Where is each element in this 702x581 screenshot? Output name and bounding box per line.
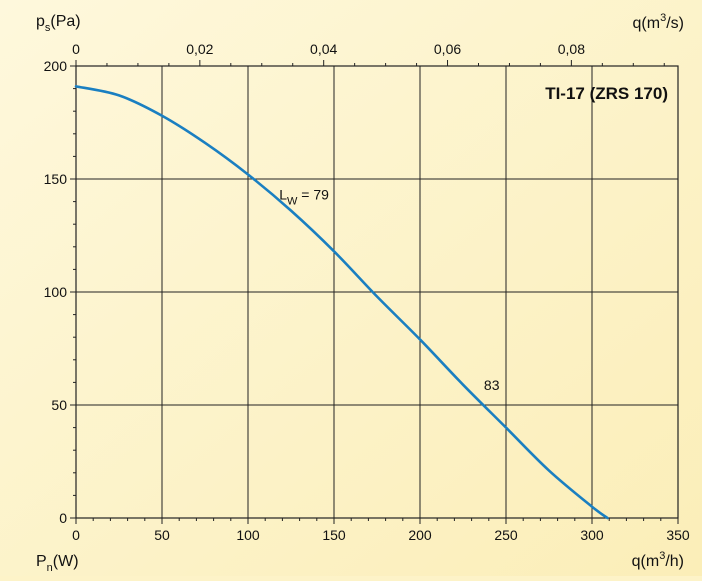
x-axis-title-main: q(m [632, 553, 660, 570]
y-axis-title-end: (Pa) [50, 13, 80, 30]
x-tick-label: 250 [494, 527, 518, 543]
y-tick-label: 0 [59, 510, 67, 526]
x-axis-title-end: /h) [665, 553, 684, 570]
y-tick-label: 200 [44, 58, 68, 74]
top-axis-title: q(m3/s) [633, 12, 684, 32]
x-tick-label: 50 [154, 527, 170, 543]
y-tick-label: 100 [44, 284, 68, 300]
annotation-main: L [279, 186, 287, 202]
x-tick-label: 100 [236, 527, 260, 543]
top-axis-title-main: q(m [633, 15, 661, 32]
x-axis-title: q(m3/h) [632, 550, 684, 570]
top-axis-title-end: /s) [666, 15, 684, 32]
y-tick-label: 150 [44, 171, 68, 187]
chart-title: TI-17 (ZRS 170) [545, 84, 668, 103]
x-tick-label: 150 [322, 527, 346, 543]
annotation-1: 83 [484, 377, 500, 393]
top-tick-label: 0,06 [434, 41, 461, 57]
power-axis-title-end: (W) [53, 553, 79, 570]
power-axis-title-main: P [36, 553, 47, 570]
x-tick-label: 0 [72, 527, 80, 543]
top-tick-label: 0,08 [558, 41, 585, 57]
x-tick-label: 300 [580, 527, 604, 543]
x-tick-label: 200 [408, 527, 432, 543]
top-tick-label: 0,04 [310, 41, 337, 57]
y-axis-title-main: p [36, 13, 45, 30]
annotation-main: 83 [484, 377, 500, 393]
top-tick-label: 0,02 [186, 41, 213, 57]
annotation-sub: W [287, 195, 298, 207]
annotation-end: = 79 [297, 186, 329, 202]
x-tick-label: 350 [666, 527, 690, 543]
top-tick-label: 0 [72, 41, 80, 57]
y-tick-label: 50 [51, 397, 67, 413]
